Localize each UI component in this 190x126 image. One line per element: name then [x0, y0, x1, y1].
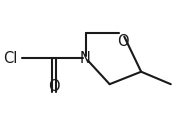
Text: N: N — [80, 51, 91, 66]
Text: O: O — [48, 79, 60, 94]
Text: Cl: Cl — [4, 51, 18, 66]
Text: O: O — [117, 34, 128, 49]
